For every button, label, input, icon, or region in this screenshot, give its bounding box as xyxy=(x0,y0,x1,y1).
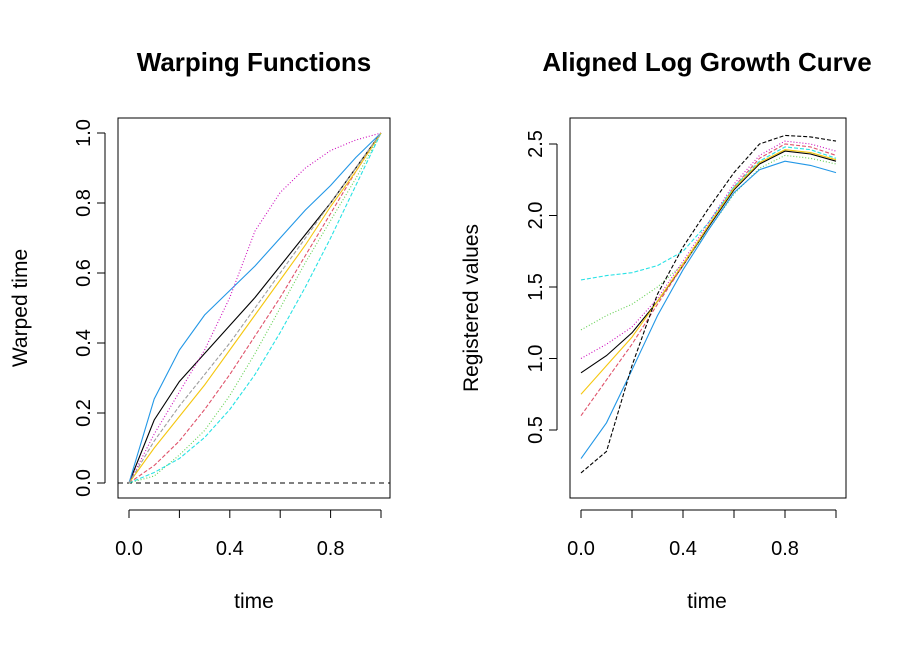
x-tick-label: 0.8 xyxy=(771,538,799,560)
series-line xyxy=(128,132,382,484)
warping-functions-panel: Warping Functions 0.0 0.4 0.8 0.0 0.2 0.4 0.6… xyxy=(9,47,391,613)
series-line xyxy=(128,132,382,484)
x-tick-label: 0.4 xyxy=(669,538,697,560)
series-line xyxy=(128,132,382,484)
series-line xyxy=(580,149,837,395)
warping-plot-title: Warping Functions xyxy=(137,47,371,77)
aligned-x-axis-label: time xyxy=(687,590,727,613)
aligned-plot-title: Aligned Log Growth Curve xyxy=(542,47,871,77)
x-tick-label: 0.8 xyxy=(317,538,345,560)
aligned-growth-panel: Aligned Log Growth Curve 0.0 0.4 0.8 0.5 1.… xyxy=(460,47,872,613)
series-line xyxy=(580,146,837,281)
series-line xyxy=(580,134,837,474)
series-line xyxy=(128,132,382,484)
series-line xyxy=(128,132,382,484)
x-tick-label: 0.0 xyxy=(115,538,143,560)
series-line xyxy=(580,150,837,374)
aligned-x-axis: 0.0 0.4 0.8 xyxy=(567,509,837,560)
y-tick-label: 0.2 xyxy=(73,399,95,427)
y-tick-label: 0.6 xyxy=(73,259,95,287)
warping-x-axis: 0.0 0.4 0.8 xyxy=(115,509,382,560)
y-tick-label: 0.8 xyxy=(73,189,95,217)
y-tick-label: 2.5 xyxy=(525,130,547,158)
warping-plot-frame xyxy=(117,117,391,499)
warping-x-axis-label: time xyxy=(234,590,274,613)
aligned-plot-frame xyxy=(569,117,847,499)
warping-y-axis: 0.0 0.2 0.4 0.6 0.8 1.0 xyxy=(73,119,106,497)
series-line xyxy=(580,143,837,417)
y-tick-label: 2.0 xyxy=(525,202,547,230)
y-tick-label: 0.4 xyxy=(73,329,95,357)
series-line xyxy=(580,160,837,459)
y-tick-label: 0.5 xyxy=(525,416,547,444)
y-tick-label: 0.0 xyxy=(73,469,95,497)
series-line xyxy=(580,154,837,331)
y-tick-label: 1.0 xyxy=(525,345,547,373)
x-tick-label: 0.4 xyxy=(216,538,244,560)
aligned-curves xyxy=(580,134,837,474)
series-line xyxy=(580,140,837,359)
series-line xyxy=(128,132,382,484)
x-tick-label: 0.0 xyxy=(567,538,595,560)
warping-y-axis-label: Warped time xyxy=(9,249,32,367)
warping-curves xyxy=(118,132,390,484)
y-tick-label: 1.5 xyxy=(525,273,547,301)
y-tick-label: 1.0 xyxy=(73,119,95,147)
aligned-y-axis-label: Registered values xyxy=(460,224,483,392)
series-line xyxy=(128,132,382,484)
series-line xyxy=(128,132,382,484)
aligned-y-axis: 0.5 1.0 1.5 2.0 2.5 xyxy=(525,130,558,444)
